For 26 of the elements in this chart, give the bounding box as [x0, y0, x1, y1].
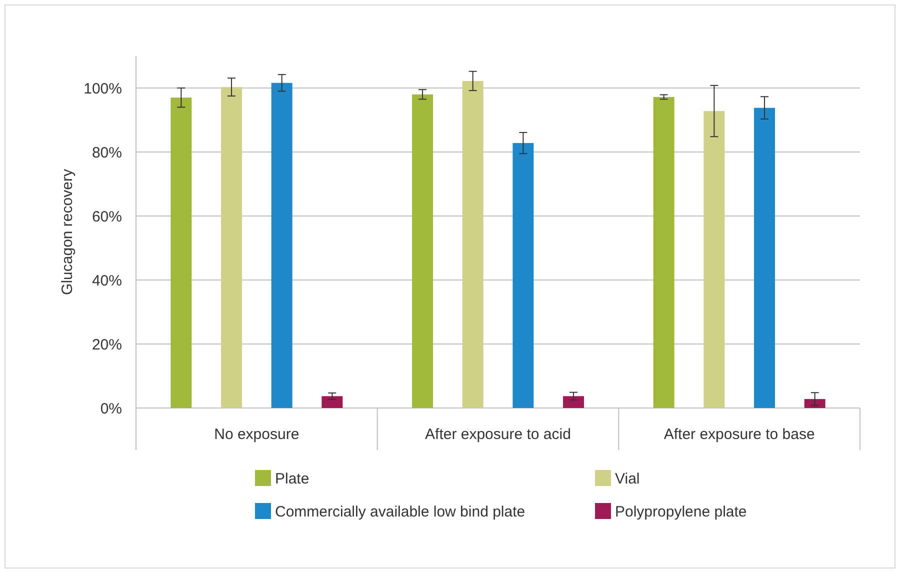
legend-label: Vial	[615, 470, 640, 488]
bar	[754, 108, 775, 408]
bar	[271, 82, 292, 408]
y-tick-label: 100%	[84, 80, 122, 98]
x-tick-label: After exposure to base	[664, 426, 815, 443]
bar	[322, 396, 343, 408]
bar	[653, 96, 674, 408]
bar	[512, 143, 534, 408]
y-axis-title: Glucagon recovery	[59, 168, 76, 295]
bar	[412, 94, 433, 408]
y-tick-label: 0%	[100, 400, 122, 418]
x-tick-label: No exposure	[214, 426, 300, 443]
legend-label: Polypropylene plate	[615, 503, 747, 520]
bar	[221, 87, 242, 408]
y-tick-label: 40%	[92, 272, 122, 290]
bar	[170, 98, 192, 408]
bar	[563, 396, 584, 408]
bar	[704, 111, 725, 408]
legend-label: Plate	[275, 470, 310, 488]
bar	[804, 399, 826, 408]
legend-label: Commercially available low bind plate	[275, 503, 526, 520]
y-tick-label: 60%	[92, 208, 122, 226]
bar	[462, 80, 484, 408]
x-tick-label: After exposure to acid	[425, 426, 571, 443]
y-tick-label: 80%	[92, 144, 122, 162]
y-tick-label: 20%	[92, 336, 122, 354]
